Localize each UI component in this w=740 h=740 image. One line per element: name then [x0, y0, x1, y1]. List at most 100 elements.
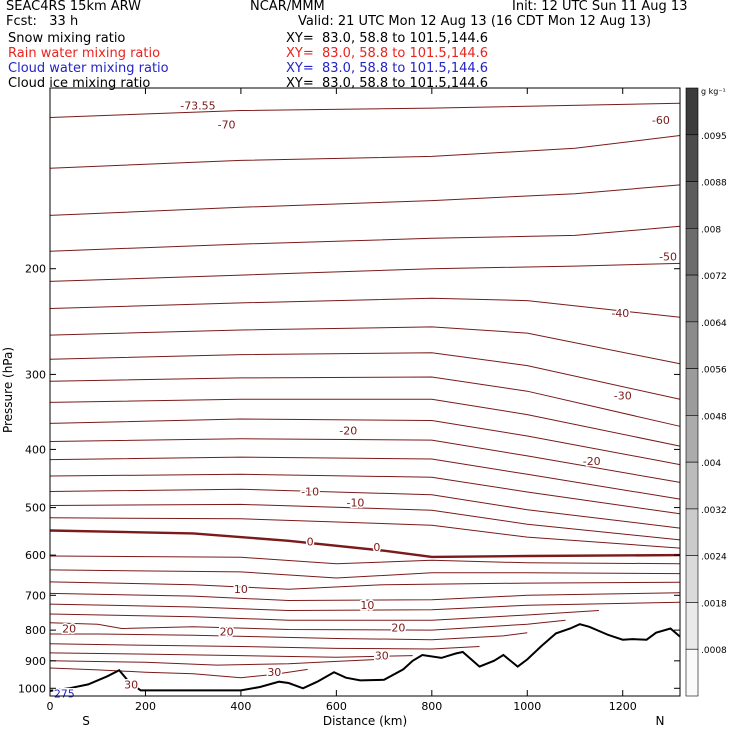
- colorbar-cell: [685, 602, 699, 650]
- south-label: S: [82, 714, 90, 728]
- contour-label: 30: [124, 678, 138, 691]
- isotherm-line-2: [49, 184, 681, 216]
- colorbar-cell: [685, 415, 699, 463]
- valid-time: Valid: 21 UTC Mon 12 Aug 13 (16 CDT Mon …: [298, 14, 652, 29]
- field-name-cloud-water: Cloud water mixing ratio: [8, 61, 169, 76]
- colorbar-label: .0032: [701, 506, 727, 516]
- isotherm-line-4: [49, 262, 681, 282]
- colorbar-unit: g kg⁻¹: [701, 87, 726, 96]
- field-xy-cloud-water: XY= 83.0, 58.8 to 101.5,144.6: [286, 61, 489, 76]
- x-tick-label: 1200: [609, 700, 637, 713]
- field-name-rain: Rain water mixing ratio: [8, 46, 161, 61]
- contour-label: -60: [652, 114, 670, 127]
- colorbar-label: .0048: [701, 412, 727, 422]
- contour-label: -20: [339, 424, 357, 437]
- colorbar-cell: [685, 461, 699, 510]
- isotherm-line-15: [49, 503, 681, 541]
- isotherm-line-29: [49, 667, 308, 679]
- isotherm-line-3: [49, 225, 681, 252]
- contour-label: -73.55: [180, 100, 215, 113]
- contour-label: -10: [301, 485, 319, 498]
- y-tick-label: 500: [25, 502, 46, 515]
- isotherm-line-16: [49, 517, 681, 549]
- colorbar-cell: [685, 321, 699, 369]
- isotherm-line-1: [49, 135, 681, 169]
- colorbar-label: .0088: [701, 179, 727, 189]
- contour-label: 20: [62, 622, 76, 635]
- isotherm-line-17: [49, 529, 681, 559]
- field-xy-rain: XY= 83.0, 58.8 to 101.5,144.6: [286, 46, 489, 61]
- init-time: Init: 12 UTC Sun 11 Aug 13: [512, 0, 688, 14]
- y-tick-label: 200: [25, 263, 46, 276]
- isotherm-line-9: [49, 398, 681, 447]
- isotherm-line-23: [49, 610, 599, 621]
- isotherm-line-13: [49, 473, 681, 515]
- contour-label: 30: [267, 666, 281, 679]
- colorbar-label: .008: [701, 225, 721, 235]
- y-tick-label: 800: [25, 624, 46, 637]
- colorbar-cell: [685, 555, 699, 603]
- contour-label: 20: [391, 621, 405, 634]
- isotherm-line-20: [49, 581, 681, 590]
- isotherm-line-10: [49, 418, 681, 466]
- colorbar-label: .0008: [701, 646, 727, 656]
- colorbar-cell: [685, 368, 699, 416]
- contour-label: 10: [360, 599, 374, 612]
- colorbar-cell: [685, 274, 699, 323]
- isotherm-line-6: [49, 326, 681, 365]
- field-xy-cloud-ice: XY= 83.0, 58.8 to 101.5,144.6: [286, 76, 489, 91]
- field-name-snow: Snow mixing ratio: [8, 31, 126, 46]
- colorbar-label: .0064: [701, 319, 727, 329]
- contour-label: 20: [220, 625, 234, 638]
- isotherm-line-19: [49, 569, 681, 579]
- y-tick-label: 900: [25, 655, 46, 668]
- x-tick-label: 400: [230, 700, 251, 713]
- contour-label: 0: [373, 541, 380, 554]
- contour-label: -50: [659, 251, 677, 264]
- isotherm-line-0: [49, 102, 681, 118]
- contour-label: -10: [346, 496, 364, 509]
- isotherm-line-21: [49, 592, 681, 602]
- colorbar-label: .0095: [701, 132, 727, 142]
- y-tick-label: 600: [25, 549, 46, 562]
- y-axis-label: Pressure (hPa): [1, 347, 15, 433]
- y-tick-label: 700: [25, 589, 46, 602]
- isotherm-line-24: [49, 619, 566, 631]
- isotherm-line-22: [49, 601, 681, 612]
- colorbar-label: .0018: [701, 599, 727, 609]
- x-tick-label: 800: [421, 700, 442, 713]
- contour-label: -70: [218, 118, 236, 131]
- contour-label: 30: [375, 650, 389, 663]
- colorbar-cell: [685, 228, 699, 276]
- field-name-cloud-ice: Cloud ice mixing ratio: [8, 76, 151, 91]
- y-tick-label: 300: [25, 368, 46, 381]
- isotherm-line-11: [49, 438, 681, 483]
- x-axis-label: Distance (km): [323, 714, 407, 728]
- colorbar-label: .0024: [701, 553, 727, 563]
- isotherm-line-7: [49, 352, 681, 400]
- colorbar-cell: [685, 508, 699, 556]
- isotherm-line-27: [49, 652, 413, 658]
- contour-label: -40: [611, 307, 629, 320]
- colorbar-label: .0072: [701, 272, 727, 282]
- isotherm-line-5: [49, 297, 681, 318]
- isotherm-line-18: [49, 555, 681, 565]
- y-tick-label: 1000: [18, 682, 46, 695]
- x-tick-label: 0: [47, 700, 54, 713]
- model-title: SEAC4RS 15km ARW: [6, 0, 142, 14]
- isotherm-line-12: [49, 456, 681, 500]
- colorbar-label: .0056: [701, 366, 727, 376]
- x-tick-label: 200: [135, 700, 156, 713]
- plot-frame: [49, 87, 681, 697]
- contour-label: 275: [54, 687, 75, 700]
- isotherm-line-8: [49, 376, 681, 427]
- forecast-hour: Fcst: 33 h: [6, 14, 79, 29]
- contour-label: 0: [307, 536, 314, 549]
- north-label: N: [656, 714, 665, 728]
- contour-label: 10: [234, 583, 248, 596]
- isotherm-line-25: [50, 632, 528, 641]
- isotherm-line-26: [49, 643, 480, 650]
- y-tick-label: 400: [25, 443, 46, 456]
- terrain-line: [49, 623, 681, 692]
